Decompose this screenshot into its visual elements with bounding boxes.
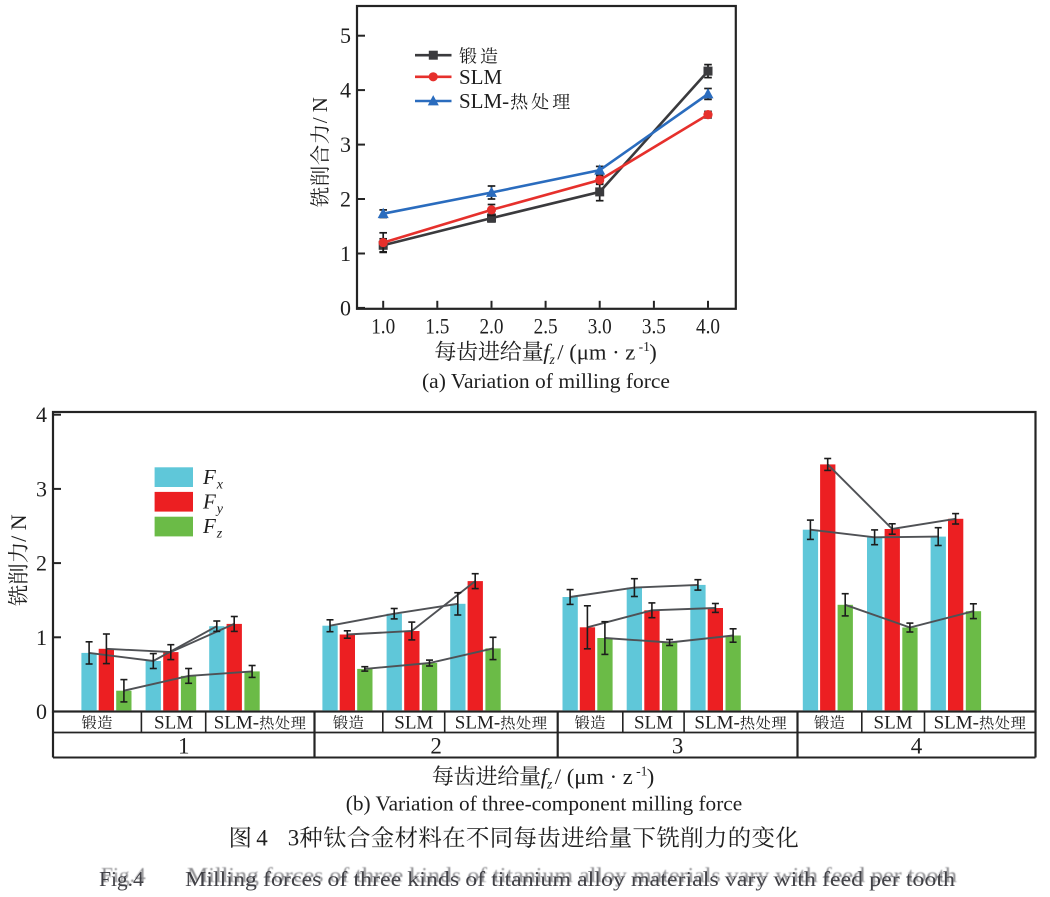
svg-text:4: 4 [340, 78, 351, 103]
svg-text:/ N: / N [308, 97, 332, 123]
svg-text:4.0: 4.0 [696, 314, 720, 339]
svg-text:Fig.4: Fig.4 [101, 863, 146, 887]
svg-text:4: 4 [256, 826, 268, 851]
svg-text:SLM: SLM [459, 65, 503, 89]
svg-text:1: 1 [178, 734, 190, 759]
svg-text:1: 1 [340, 241, 351, 266]
svg-text:SLM: SLM [394, 713, 433, 734]
svg-text:-1: -1 [639, 339, 650, 354]
svg-text:1.5: 1.5 [425, 314, 449, 339]
svg-text:Milling forces of three kinds: Milling forces of three kinds of titaniu… [187, 863, 957, 887]
svg-text:Milling forces of three kinds: Milling forces of three kinds of titaniu… [185, 867, 955, 891]
svg-text:/ N: / N [6, 514, 31, 542]
svg-text:3: 3 [672, 734, 684, 759]
svg-text:2: 2 [340, 187, 351, 212]
svg-text:Fig.4: Fig.4 [99, 867, 144, 891]
svg-text:/ (μm · z: / (μm · z [555, 764, 633, 789]
svg-text:z: z [549, 352, 556, 367]
svg-text:2: 2 [430, 734, 442, 759]
svg-text:3: 3 [340, 132, 351, 157]
svg-text:1: 1 [36, 625, 47, 650]
svg-text:F: F [202, 489, 216, 513]
svg-text:x: x [216, 477, 224, 492]
svg-text:SLM: SLM [154, 713, 193, 734]
svg-text:4: 4 [36, 402, 47, 427]
svg-text:SLM-: SLM- [694, 713, 739, 734]
svg-text:0: 0 [340, 295, 351, 320]
svg-text:3.0: 3.0 [588, 314, 612, 339]
svg-text:0: 0 [36, 699, 47, 724]
svg-text:/ (μm · z: / (μm · z [557, 339, 635, 364]
svg-text:2.0: 2.0 [480, 314, 504, 339]
svg-text:SLM: SLM [874, 713, 913, 734]
svg-text:): ) [647, 764, 655, 789]
svg-text:F: F [202, 514, 216, 538]
svg-text:-1: -1 [636, 764, 647, 779]
svg-text:5: 5 [340, 23, 351, 48]
svg-text:z: z [546, 777, 553, 792]
svg-text:y: y [215, 502, 224, 517]
svg-text:f: f [541, 764, 550, 789]
svg-text:F: F [202, 465, 216, 489]
svg-text:SLM-: SLM- [459, 89, 509, 113]
svg-text:4: 4 [911, 734, 923, 759]
svg-text:(a) Variation of milling force: (a) Variation of milling force [422, 369, 670, 393]
svg-text:3: 3 [36, 476, 47, 501]
svg-text:(b) Variation of three-compone: (b) Variation of three-component milling… [346, 792, 742, 816]
svg-text:z: z [216, 527, 223, 542]
svg-text:): ) [649, 339, 657, 364]
svg-text:3: 3 [288, 826, 300, 851]
svg-text:1.0: 1.0 [371, 314, 395, 339]
svg-text:f: f [543, 339, 552, 364]
svg-text:SLM: SLM [634, 713, 673, 734]
svg-text:2: 2 [36, 551, 47, 576]
svg-text:3.5: 3.5 [642, 314, 666, 339]
svg-text:SLM-: SLM- [455, 713, 500, 734]
svg-text:SLM-: SLM- [214, 713, 259, 734]
svg-text:SLM-: SLM- [934, 713, 979, 734]
svg-text:2.5: 2.5 [534, 314, 558, 339]
